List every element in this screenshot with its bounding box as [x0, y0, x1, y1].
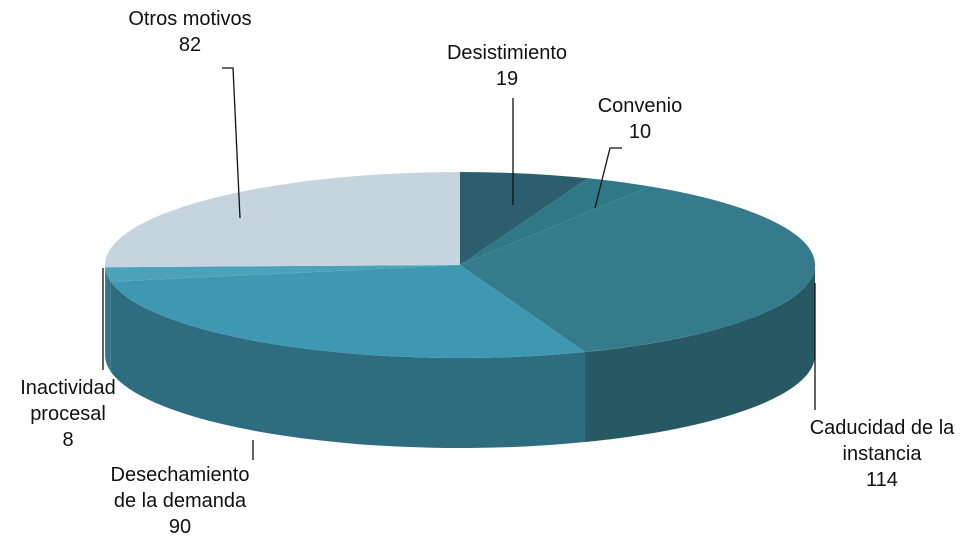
- pie-slice: [460, 172, 589, 265]
- pie-side: [585, 265, 815, 443]
- label-value: 82: [178, 34, 202, 56]
- label-value: 114: [866, 469, 898, 491]
- pie-slice: [104, 172, 460, 268]
- data-label: Inactividad procesal 8: [8, 375, 128, 453]
- label-value: 90: [168, 516, 192, 538]
- data-label: Desistimiento 19: [407, 40, 607, 92]
- label-name: Convenio: [597, 95, 683, 117]
- label-value: 8: [62, 429, 74, 451]
- leader-line: [594, 147, 622, 209]
- leader-lines: [102, 67, 816, 460]
- pie: [104, 172, 816, 448]
- label-name: Desistimiento: [446, 42, 568, 64]
- label-name: Caducidad de la instancia: [809, 417, 955, 465]
- pie-slice: [460, 186, 816, 353]
- label-name: Inactividad procesal: [20, 377, 116, 425]
- label-name: Otros motivos: [128, 8, 252, 30]
- pie-slice: [110, 265, 586, 359]
- pie-side: [110, 281, 586, 448]
- data-label: Desechamiento de la demanda 90: [105, 462, 255, 540]
- pie-side: [105, 267, 111, 372]
- label-value: 10: [628, 121, 652, 143]
- pie-slice: [460, 178, 650, 265]
- data-label: Convenio 10: [560, 93, 720, 145]
- label-value: 19: [495, 68, 519, 90]
- data-label: Caducidad de la instancia 114: [795, 415, 970, 493]
- pie-slice: [105, 265, 460, 282]
- leader-line: [222, 67, 241, 219]
- label-name: Desechamiento de la demanda: [110, 464, 250, 512]
- data-label: Otros motivos 82: [90, 6, 290, 58]
